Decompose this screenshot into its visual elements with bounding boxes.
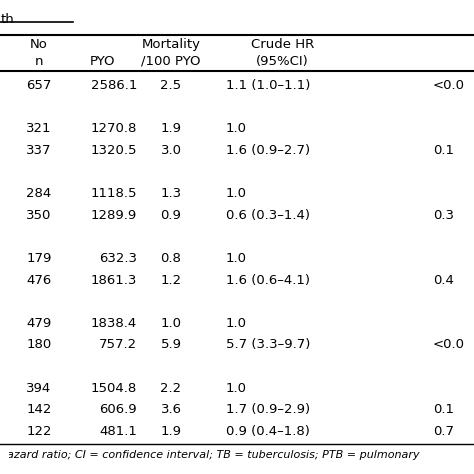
Text: PYO: PYO <box>90 55 116 68</box>
Text: 1.0: 1.0 <box>226 382 246 395</box>
Text: 180: 180 <box>27 338 52 351</box>
Text: Crude HR: Crude HR <box>251 38 314 51</box>
Text: 122: 122 <box>27 425 52 438</box>
Text: 1504.8: 1504.8 <box>91 382 137 395</box>
Text: 0.1: 0.1 <box>433 144 454 157</box>
Text: 0.1: 0.1 <box>433 403 454 416</box>
Text: 1.0: 1.0 <box>226 122 246 135</box>
Text: 1.9: 1.9 <box>161 122 182 135</box>
Text: 0.9: 0.9 <box>161 209 182 221</box>
Text: 1289.9: 1289.9 <box>91 209 137 221</box>
Text: 1.7 (0.9–2.9): 1.7 (0.9–2.9) <box>226 403 310 416</box>
Text: 0.9 (0.4–1.8): 0.9 (0.4–1.8) <box>226 425 310 438</box>
Text: 1.9: 1.9 <box>161 425 182 438</box>
Text: 5.7 (3.3–9.7): 5.7 (3.3–9.7) <box>226 338 310 351</box>
Text: /100 PYO: /100 PYO <box>141 55 201 68</box>
Text: Mortality: Mortality <box>142 38 201 51</box>
Text: No: No <box>30 38 48 51</box>
Text: <0.01: <0.01 <box>433 79 473 92</box>
Text: 284: 284 <box>27 187 52 200</box>
Text: 1.6 (0.6–4.1): 1.6 (0.6–4.1) <box>226 273 310 286</box>
Text: 606.9: 606.9 <box>99 403 137 416</box>
Text: 0.6 (0.3–1.4): 0.6 (0.3–1.4) <box>226 209 310 221</box>
Text: P valu: P valu <box>469 38 474 51</box>
Text: 1320.5: 1320.5 <box>91 144 137 157</box>
Text: 350: 350 <box>27 209 52 221</box>
Text: 1.3: 1.3 <box>161 187 182 200</box>
Text: hazard ratio; CI = confidence interval; TB = tuberculosis; PTB = pulmonary: hazard ratio; CI = confidence interval; … <box>0 450 420 460</box>
Text: 3.0: 3.0 <box>161 144 182 157</box>
Text: 2.2: 2.2 <box>161 382 182 395</box>
Text: 1.0: 1.0 <box>226 252 246 265</box>
Text: 321: 321 <box>27 122 52 135</box>
Text: 0.8: 0.8 <box>161 252 182 265</box>
Text: n: n <box>35 55 43 68</box>
Text: e: e <box>469 55 474 68</box>
Text: 1.0: 1.0 <box>226 187 246 200</box>
Text: 1.0: 1.0 <box>226 317 246 330</box>
Text: 632.3: 632.3 <box>99 252 137 265</box>
Text: 179: 179 <box>27 252 52 265</box>
Text: 0.3: 0.3 <box>433 209 454 221</box>
Text: 657: 657 <box>27 79 52 92</box>
Text: th: th <box>0 13 14 26</box>
Text: 479: 479 <box>27 317 52 330</box>
Text: 1.6 (0.9–2.7): 1.6 (0.9–2.7) <box>226 144 310 157</box>
Text: 1861.3: 1861.3 <box>91 273 137 286</box>
Text: 1270.8: 1270.8 <box>91 122 137 135</box>
Text: 394: 394 <box>27 382 52 395</box>
Text: <0.01: <0.01 <box>433 338 473 351</box>
Text: 1.2: 1.2 <box>161 273 182 286</box>
Text: 2586.1: 2586.1 <box>91 79 137 92</box>
Text: 481.1: 481.1 <box>99 425 137 438</box>
Text: 1.1 (1.0–1.1): 1.1 (1.0–1.1) <box>226 79 310 92</box>
Text: 476: 476 <box>27 273 52 286</box>
Text: 1118.5: 1118.5 <box>91 187 137 200</box>
Text: 3.6: 3.6 <box>161 403 182 416</box>
Text: 0.7: 0.7 <box>433 425 454 438</box>
Text: 757.2: 757.2 <box>99 338 137 351</box>
Text: 337: 337 <box>27 144 52 157</box>
Text: 2.5: 2.5 <box>161 79 182 92</box>
Text: 5.9: 5.9 <box>161 338 182 351</box>
Text: 142: 142 <box>27 403 52 416</box>
Text: 0.4: 0.4 <box>433 273 454 286</box>
Text: 1.0: 1.0 <box>161 317 182 330</box>
Text: (95%CI): (95%CI) <box>256 55 309 68</box>
Text: 1838.4: 1838.4 <box>91 317 137 330</box>
